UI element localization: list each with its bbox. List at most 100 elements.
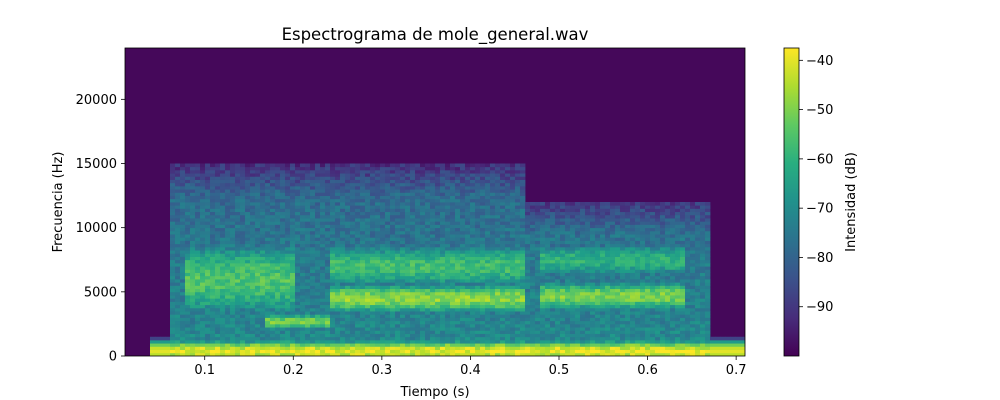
spectrogram-cell — [515, 317, 521, 322]
spectrogram-cell — [425, 330, 431, 334]
spectrogram-cell — [300, 221, 306, 225]
spectrogram-cell — [210, 288, 216, 293]
spectrogram-cell — [520, 336, 526, 341]
spectrogram-cell — [340, 320, 346, 325]
spectrogram-cell — [515, 282, 521, 286]
spectrogram-cell — [335, 253, 341, 257]
spectrogram-cell — [450, 317, 456, 322]
spectrogram-cell — [235, 176, 241, 180]
spectrogram-cell — [315, 266, 321, 270]
spectrogram-cell — [540, 311, 546, 315]
spectrogram-cell — [180, 189, 186, 193]
spectrogram-cell — [520, 234, 526, 238]
spectrogram-cell — [410, 291, 416, 296]
spectrogram-cell — [315, 189, 321, 193]
spectrogram-cell — [495, 282, 501, 286]
spectrogram-cell — [250, 179, 256, 184]
spectrogram-cell — [305, 266, 311, 270]
spectrogram-cell — [490, 256, 496, 261]
spectrogram-cell — [450, 311, 456, 315]
spectrogram-cell — [530, 221, 536, 225]
spectrogram-cell — [470, 195, 476, 200]
spectrogram-cell — [510, 259, 516, 264]
spectrogram-cell — [230, 173, 236, 177]
spectrogram-cell — [540, 279, 546, 283]
spectrogram-cell — [190, 285, 196, 290]
spectrogram-cell — [440, 262, 446, 267]
spectrogram-cell — [400, 333, 406, 338]
spectrogram-cell — [275, 343, 281, 347]
spectrogram-cell — [245, 198, 251, 203]
spectrogram-cell — [500, 291, 506, 296]
spectrogram-cell — [340, 295, 346, 299]
spectrogram-cell — [500, 166, 506, 171]
spectrogram-cell — [305, 253, 311, 257]
spectrogram-cell — [415, 214, 421, 219]
spectrogram-cell — [590, 279, 596, 283]
spectrogram-cell — [265, 282, 271, 286]
spectrogram-cell — [575, 262, 581, 267]
spectrogram-cell — [260, 291, 266, 296]
spectrogram-cell — [440, 279, 446, 283]
spectrogram-cell — [510, 163, 516, 168]
spectrogram-cell — [445, 205, 451, 209]
spectrogram-cell — [435, 272, 441, 277]
spectrogram-cell — [175, 352, 181, 356]
spectrogram-cell — [175, 266, 181, 270]
spectrogram-cell — [180, 291, 186, 296]
spectrogram-cell — [255, 240, 261, 245]
spectrogram-cell — [515, 259, 521, 264]
spectrogram-cell — [355, 269, 361, 273]
spectrogram-cell — [545, 314, 551, 318]
spectrogram-cell — [380, 202, 386, 206]
spectrogram-cell — [415, 323, 421, 328]
spectrogram-cell — [280, 343, 286, 347]
spectrogram-cell — [230, 291, 236, 296]
spectrogram-cell — [220, 214, 226, 219]
spectrogram-cell — [535, 221, 541, 225]
spectrogram-cell — [560, 314, 566, 318]
spectrogram-cell — [315, 243, 321, 248]
spectrogram-cell — [230, 311, 236, 315]
spectrogram-cell — [385, 314, 391, 318]
spectrogram-cell — [180, 298, 186, 302]
spectrogram-cell — [420, 259, 426, 264]
spectrogram-cell — [330, 179, 336, 184]
spectrogram-cell — [555, 208, 561, 213]
spectrogram-cell — [495, 179, 501, 184]
spectrogram-cell — [340, 189, 346, 193]
spectrogram-cell — [280, 227, 286, 232]
spectrogram-cell — [215, 352, 221, 356]
spectrogram-cell — [390, 269, 396, 273]
spectrogram-cell — [325, 298, 331, 302]
spectrogram-cell — [490, 279, 496, 283]
spectrogram-cell — [340, 343, 346, 347]
spectrogram-cell — [450, 285, 456, 290]
spectrogram-cell — [290, 320, 296, 325]
spectrogram-cell — [255, 282, 261, 286]
spectrogram-cell — [235, 237, 241, 241]
spectrogram-cell — [275, 185, 281, 190]
spectrogram-cell — [235, 317, 241, 322]
spectrogram-cell — [260, 295, 266, 299]
spectrogram-cell — [485, 301, 491, 306]
spectrogram-cell — [425, 269, 431, 273]
spectrogram-cell — [455, 246, 461, 251]
spectrogram-cell — [175, 282, 181, 286]
spectrogram-cell — [240, 198, 246, 203]
spectrogram-cell — [335, 221, 341, 225]
spectrogram-cell — [505, 237, 511, 241]
spectrogram-cell — [425, 317, 431, 322]
spectrogram-cell — [435, 352, 441, 356]
spectrogram-cell — [275, 295, 281, 299]
spectrogram-cell — [385, 288, 391, 293]
spectrogram-cell — [505, 259, 511, 264]
spectrogram-cell — [260, 346, 266, 350]
spectrogram-cell — [240, 262, 246, 267]
spectrogram-cell — [410, 327, 416, 331]
spectrogram-cell — [445, 327, 451, 331]
spectrogram-cell — [435, 307, 441, 312]
spectrogram-cell — [460, 176, 466, 180]
spectrogram-cell — [320, 336, 326, 341]
spectrogram-cell — [250, 298, 256, 302]
